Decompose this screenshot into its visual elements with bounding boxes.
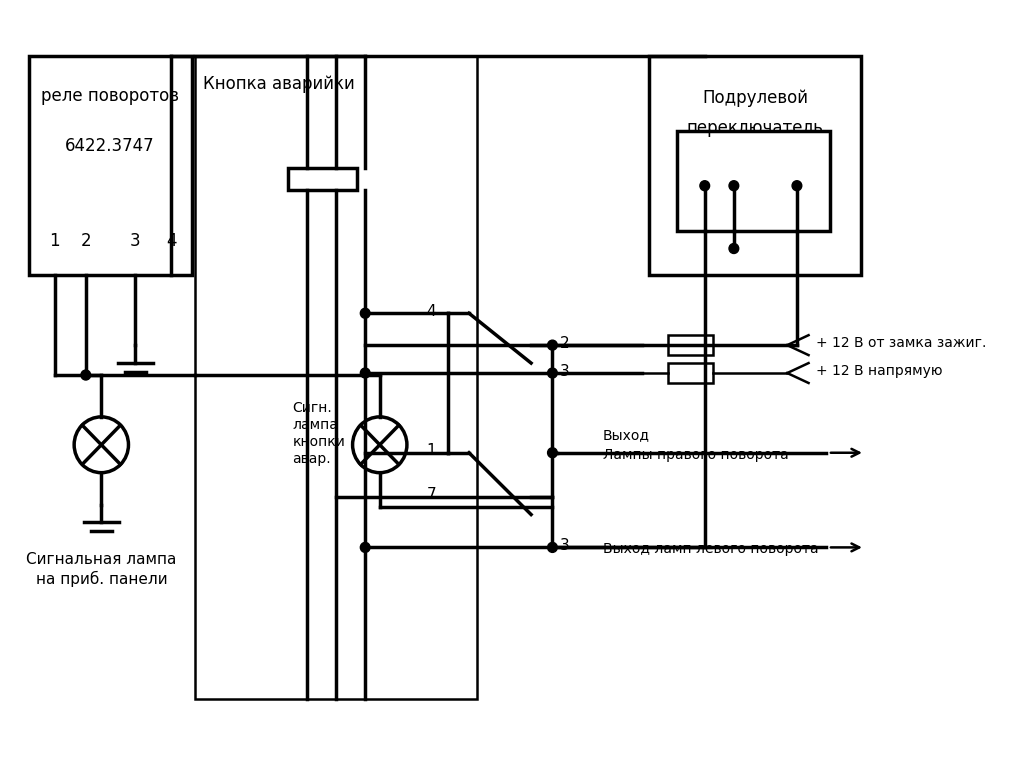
Text: на приб. панели: на приб. панели — [36, 571, 167, 588]
Circle shape — [548, 542, 557, 552]
Circle shape — [729, 243, 738, 253]
Bar — [649, 56, 861, 276]
Text: + 12 В от замка зажиг.: + 12 В от замка зажиг. — [816, 336, 987, 350]
Circle shape — [352, 417, 407, 472]
Text: + 12 В напрямую: + 12 В напрямую — [816, 364, 943, 378]
Text: 2: 2 — [560, 336, 569, 351]
Text: Сигнальная лампа: Сигнальная лампа — [27, 552, 176, 567]
Circle shape — [360, 368, 370, 378]
Circle shape — [360, 308, 370, 318]
Text: авар.: авар. — [293, 452, 331, 465]
Text: 1: 1 — [49, 231, 60, 250]
Circle shape — [729, 180, 738, 190]
Bar — [668, 335, 713, 355]
Text: 6422.3747: 6422.3747 — [66, 137, 155, 155]
Text: 4: 4 — [426, 304, 436, 319]
Circle shape — [81, 370, 91, 380]
Text: Выход ламп левого поворота: Выход ламп левого поворота — [603, 542, 818, 556]
Text: кнопки: кнопки — [293, 435, 345, 449]
Text: Сигн.: Сигн. — [293, 401, 332, 415]
Circle shape — [793, 180, 802, 190]
Text: лампа: лампа — [293, 418, 338, 432]
Bar — [29, 56, 191, 276]
Circle shape — [360, 542, 370, 552]
Text: Подрулевой: Подрулевой — [702, 89, 808, 107]
Circle shape — [74, 417, 128, 472]
Circle shape — [548, 368, 557, 378]
Text: 3: 3 — [560, 363, 570, 379]
Text: 1: 1 — [426, 443, 436, 458]
Text: 7: 7 — [426, 487, 436, 502]
Text: 3: 3 — [560, 538, 570, 553]
Text: Лампы правого поворота: Лампы правого поворота — [603, 448, 788, 462]
Circle shape — [548, 340, 557, 350]
Text: Кнопка аварийки: Кнопка аварийки — [203, 75, 355, 93]
Text: 3: 3 — [130, 231, 140, 250]
Circle shape — [548, 448, 557, 458]
Bar — [288, 167, 357, 190]
Bar — [196, 56, 477, 699]
Text: 2: 2 — [81, 231, 91, 250]
Text: переключатель: переключатель — [687, 119, 823, 137]
Text: 4: 4 — [166, 231, 176, 250]
Text: реле поворотов: реле поворотов — [41, 87, 179, 105]
Text: Выход: Выход — [603, 428, 650, 442]
Bar — [677, 131, 829, 230]
Bar — [668, 363, 713, 383]
Circle shape — [700, 180, 710, 190]
